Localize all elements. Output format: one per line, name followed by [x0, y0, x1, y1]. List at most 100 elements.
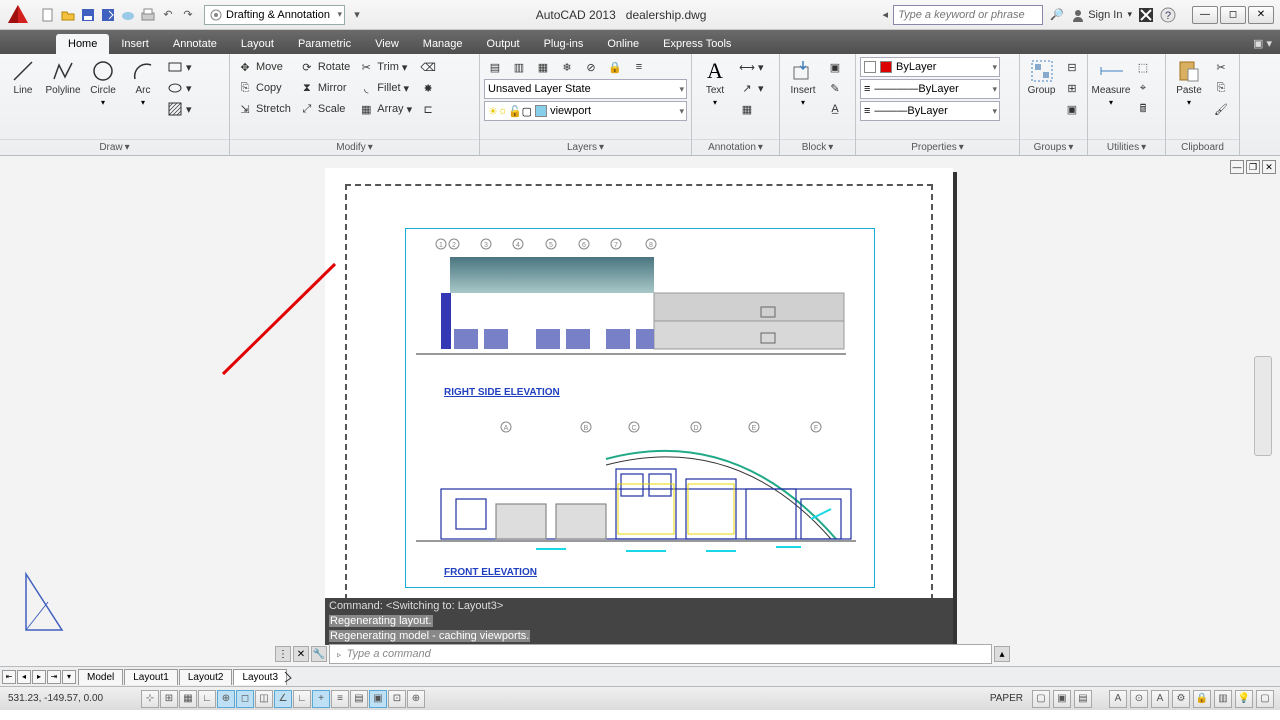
viewport[interactable]: 1 2 3 4 5 6 7 8 [405, 228, 875, 588]
insert-button[interactable]: Insert▾ [784, 57, 822, 109]
sb-workspace-button[interactable]: ⚙ [1172, 690, 1190, 708]
dim-button[interactable]: ⟷▾ [736, 57, 767, 77]
layout-next-button[interactable]: ▸ [32, 670, 46, 684]
layer-current-dropdown[interactable]: ☀☼🔓▢ viewport [484, 101, 687, 121]
sb-isolate-button[interactable]: 💡 [1235, 690, 1253, 708]
layer-state-dropdown[interactable]: Unsaved Layer State [484, 79, 687, 99]
qat-cloud-icon[interactable] [120, 7, 136, 23]
panel-block-title[interactable]: Block ▾ [780, 139, 855, 155]
paper-space[interactable]: 1 2 3 4 5 6 7 8 [325, 168, 953, 646]
tab-focus-icon[interactable]: ▣ ▾ [1245, 33, 1280, 54]
qat-undo-icon[interactable]: ↶ [160, 7, 176, 23]
panel-layers-title[interactable]: Layers ▾ [480, 139, 691, 155]
panel-utilities-title[interactable]: Utilities ▾ [1088, 139, 1165, 155]
ellipse-button[interactable]: ▾ [164, 78, 195, 98]
tab-online[interactable]: Online [595, 34, 651, 54]
fillet-button[interactable]: ◟Fillet ▾ [355, 78, 415, 98]
sb-osnap-button[interactable]: ◻ [236, 690, 254, 708]
tab-output[interactable]: Output [475, 34, 532, 54]
doc-minimize-button[interactable]: — [1230, 160, 1244, 174]
help-icon[interactable]: ? [1160, 7, 1176, 23]
rectangle-button[interactable]: ▾ [164, 57, 195, 77]
qat-plot-icon[interactable] [140, 7, 156, 23]
cmd-recent-button[interactable]: ▴ [994, 646, 1010, 662]
layout-list-button[interactable]: ▾ [62, 670, 76, 684]
lineweight-dropdown[interactable]: ≡——— ByLayer [860, 101, 1000, 121]
edit-block-button[interactable]: ✎ [824, 78, 846, 98]
tab-insert[interactable]: Insert [109, 34, 161, 54]
space-toggle[interactable]: PAPER [984, 693, 1029, 704]
tab-view[interactable]: View [363, 34, 411, 54]
sb-toolbar-lock-button[interactable]: 🔒 [1193, 690, 1211, 708]
command-input[interactable]: ▹ Type a command [329, 644, 992, 664]
leader-button[interactable]: ↗▾ [736, 78, 767, 98]
layout-first-button[interactable]: ⇤ [2, 670, 16, 684]
layer-prop-button[interactable]: ▤ [484, 57, 506, 77]
tab-home[interactable]: Home [56, 34, 109, 54]
sb-3dosnap-button[interactable]: ◫ [255, 690, 273, 708]
group-button[interactable]: Group [1024, 57, 1059, 98]
stretch-button[interactable]: ⇲Stretch [234, 99, 294, 119]
layout-last-button[interactable]: ⇥ [47, 670, 61, 684]
layout-tab-model[interactable]: Model [78, 669, 123, 685]
calc-button[interactable]: 🖩 [1132, 99, 1154, 119]
search-input[interactable] [893, 5, 1043, 25]
tab-layout[interactable]: Layout [229, 34, 286, 54]
panel-groups-title[interactable]: Groups ▾ [1020, 139, 1087, 155]
sb-lwt-button[interactable]: ≡ [331, 690, 349, 708]
sb-dyn-button[interactable]: + [312, 690, 330, 708]
paste-button[interactable]: Paste▾ [1170, 57, 1208, 109]
qat-save-icon[interactable] [80, 7, 96, 23]
sb-qp-button[interactable]: ▣ [369, 690, 387, 708]
sb-polar-button[interactable]: ⊕ [217, 690, 235, 708]
move-button[interactable]: ✥Move [234, 57, 294, 77]
drawing-area[interactable]: — ❐ ✕ 1 2 3 4 5 6 7 8 [0, 156, 1280, 666]
cmd-drag-handle[interactable]: ⋮ [275, 646, 291, 662]
layer-iso-button[interactable]: ▦ [532, 57, 554, 77]
sb-annoscale-button[interactable]: A [1109, 690, 1127, 708]
search-icon[interactable]: 🔎 [1049, 7, 1065, 23]
sb-sc-button[interactable]: ⊡ [388, 690, 406, 708]
sb-annoauto-button[interactable]: A [1151, 690, 1169, 708]
tab-manage[interactable]: Manage [411, 34, 475, 54]
sb-clean-button[interactable]: ▢ [1256, 690, 1274, 708]
layer-states-button[interactable]: ▥ [508, 57, 530, 77]
qselect-button[interactable]: ⌖ [1132, 78, 1154, 98]
sb-infer-button[interactable]: ⊹ [141, 690, 159, 708]
select-button[interactable]: ⬚ [1132, 57, 1154, 77]
ungroup-button[interactable]: ⊟ [1061, 57, 1083, 77]
layer-off-button[interactable]: ⊘ [580, 57, 602, 77]
group-bbox-button[interactable]: ▣ [1061, 99, 1083, 119]
erase-button[interactable]: ⌫ [417, 57, 439, 77]
qat-new-icon[interactable] [40, 7, 56, 23]
layout-tab-2[interactable]: Layout2 [179, 669, 233, 685]
create-block-button[interactable]: ▣ [824, 57, 846, 77]
layout-tab-1[interactable]: Layout1 [124, 669, 178, 685]
sb-grid-button[interactable]: ▦ [179, 690, 197, 708]
group-edit-button[interactable]: ⊞ [1061, 78, 1083, 98]
sb-snap-button[interactable]: ⊞ [160, 690, 178, 708]
cut-button[interactable]: ✂ [1210, 57, 1232, 77]
layer-lock-button[interactable]: 🔒 [604, 57, 626, 77]
layer-match-button[interactable]: ≡ [628, 57, 650, 77]
search-prev-icon[interactable]: ◂ [877, 7, 893, 23]
qat-more-icon[interactable]: ▾ [349, 7, 365, 23]
sb-otrack-button[interactable]: ∠ [274, 690, 292, 708]
text-button[interactable]: AText▾ [696, 57, 734, 109]
sb-tpy-button[interactable]: ▤ [350, 690, 368, 708]
panel-modify-title[interactable]: Modify ▾ [230, 139, 479, 155]
arc-button[interactable]: Arc▾ [124, 57, 162, 109]
layer-freeze-button[interactable]: ❄ [556, 57, 578, 77]
maximize-button[interactable]: ◻ [1220, 6, 1246, 24]
table-button[interactable]: ▦ [736, 99, 767, 119]
coordinates[interactable]: 531.23, -149.57, 0.00 [0, 693, 140, 704]
qat-redo-icon[interactable]: ↷ [180, 7, 196, 23]
copy-clip-button[interactable]: ⎘ [1210, 78, 1232, 98]
rotate-button[interactable]: ⟳Rotate [296, 57, 353, 77]
match-button[interactable]: 🖌 [1210, 99, 1232, 119]
navigation-bar[interactable] [1254, 356, 1272, 456]
panel-annotation-title[interactable]: Annotation ▾ [692, 139, 779, 155]
sb-ducs-button[interactable]: ∟ [293, 690, 311, 708]
doc-close-button[interactable]: ✕ [1262, 160, 1276, 174]
array-button[interactable]: ▦Array ▾ [355, 99, 415, 119]
